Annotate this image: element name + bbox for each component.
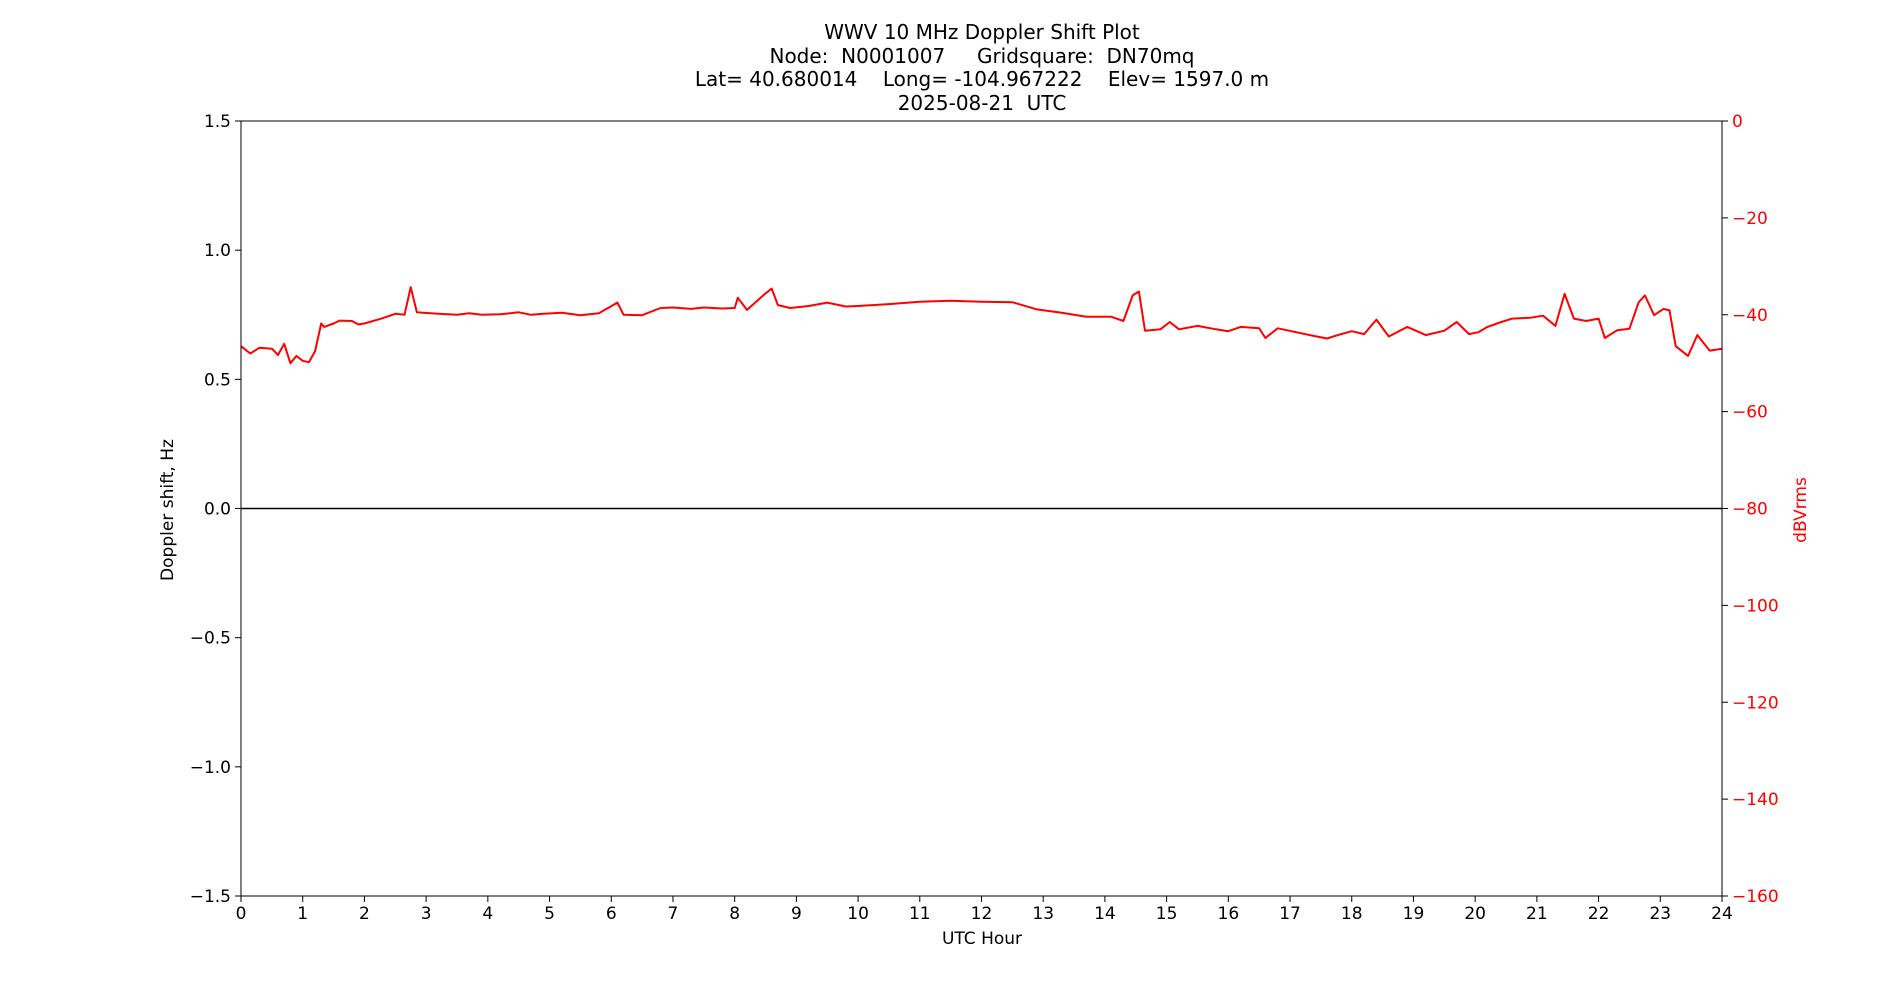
x-tick-label: 16: [1218, 904, 1240, 924]
x-tick-label: 15: [1156, 904, 1178, 924]
y-axis-label: Doppler shift, Hz: [158, 439, 178, 581]
power-series-line: [240, 286, 1723, 365]
x-axis: 0 1 2 3 4 5 6 7 8 9 10 11 12 13 14 15 16 17 18 19 20 21 22 23 24: [236, 896, 1733, 924]
y-tick-label: 1.5: [204, 112, 231, 132]
x-tick-label: 12: [971, 904, 993, 924]
chart-subtitle-location: Lat= 40.680014 Long= -104.967222 Elev= 1…: [694, 67, 1270, 91]
y2-tick-label: −80: [1732, 500, 1768, 520]
y2-tick-label: −60: [1732, 403, 1768, 423]
x-tick-label: 17: [1279, 904, 1301, 924]
x-axis-label: UTC Hour: [942, 929, 1022, 949]
y-tick-label: −1.0: [190, 758, 231, 778]
y-tick-label: 0.0: [204, 500, 231, 520]
x-tick-label: 20: [1464, 904, 1486, 924]
x-tick-label: 1: [297, 904, 308, 924]
y2-tick-label: −140: [1732, 790, 1779, 810]
x-tick-label: 24: [1711, 904, 1733, 924]
plot-area: [240, 120, 1723, 897]
y2-tick-label: −100: [1732, 596, 1779, 616]
y2-axis-label: dBVrms: [1791, 477, 1811, 543]
y2-tick-label: −40: [1732, 306, 1768, 326]
x-tick-label: 8: [729, 904, 740, 924]
x-tick-label: 7: [668, 904, 679, 924]
x-tick-label: 0: [236, 904, 247, 924]
x-tick-label: 9: [791, 904, 802, 924]
chart-subtitle-node: Node: N0001007 Gridsquare: DN70mq: [769, 43, 1195, 68]
y-tick-label: −1.5: [190, 887, 231, 907]
x-tick-label: 4: [482, 904, 493, 924]
x-tick-label: 13: [1032, 904, 1054, 924]
x-tick-label: 5: [544, 904, 555, 924]
x-tick-label: 14: [1094, 904, 1116, 924]
x-tick-label: 3: [421, 904, 432, 924]
x-tick-label: 18: [1341, 904, 1363, 924]
chart-title: WWV 10 MHz Doppler Shift Plot: [824, 20, 1140, 44]
y2-tick-label: −20: [1732, 209, 1768, 229]
y-tick-label: −0.5: [190, 629, 231, 649]
x-tick-label: 2: [359, 904, 370, 924]
x-tick-label: 21: [1526, 904, 1548, 924]
x-tick-label: 6: [606, 904, 617, 924]
chart-title-block: WWV 10 MHz Doppler Shift Plot Node: N000…: [0, 20, 1900, 115]
y-axis-left: 1.5 1.0 0.5 0.0 −0.5 −1.0 −1.5: [190, 112, 241, 907]
x-tick-label: 19: [1403, 904, 1425, 924]
chart-subtitle-date: 2025-08-21 UTC: [897, 90, 1067, 115]
x-tick-label: 11: [909, 904, 931, 924]
x-tick-label: 23: [1649, 904, 1671, 924]
y2-tick-label: −120: [1732, 693, 1779, 713]
y-tick-label: 1.0: [204, 241, 231, 261]
x-tick-label: 22: [1588, 904, 1610, 924]
y-axis-right: 0 −20 −40 −60 −80 −100 −120 −140 −160: [1722, 112, 1779, 907]
y2-tick-label: 0: [1732, 112, 1743, 132]
y2-tick-label: −160: [1732, 887, 1779, 907]
x-tick-label: 10: [847, 904, 869, 924]
y-tick-label: 0.5: [204, 370, 231, 390]
